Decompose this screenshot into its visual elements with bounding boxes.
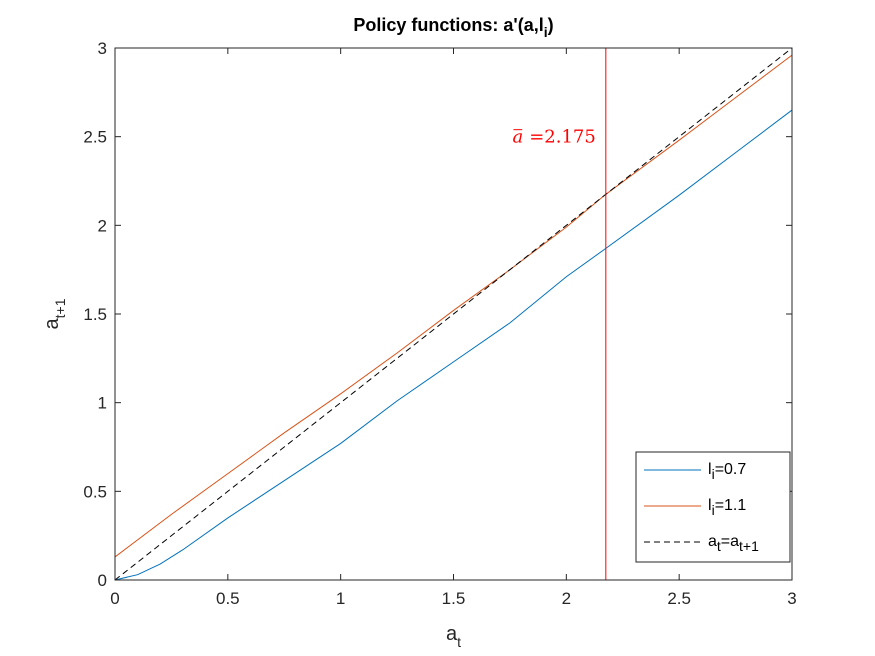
y-tick-label: 3 [98,39,107,58]
legend-label-li-0.7: li=0.7 [708,461,746,482]
legend-label-li-1.1: li=1.1 [708,497,746,518]
x-tick-label: 3 [787,589,796,608]
y-axis-label: at+1 [41,298,68,329]
y-tick-label: 1.5 [83,305,107,324]
y-tick-label: 1 [98,394,107,413]
x-tick-label: 2.5 [667,589,691,608]
chart-title: Policy functions: a'(a,li) [353,15,553,40]
x-tick-label: 0.5 [216,589,240,608]
x-axis-label: at [446,623,461,650]
series-line-0 [114,109,793,581]
x-tick-label: 0 [110,589,119,608]
x-tick-label: 2 [562,589,571,608]
x-tick-label: 1 [336,589,345,608]
y-tick-label: 0.5 [83,482,107,501]
y-tick-label: 2 [98,216,107,235]
threshold-annotation: a =2.175 [512,127,595,148]
y-tick-label: 0 [98,571,107,590]
legend: li=0.7 li=1.1 at=at+1 [635,451,791,563]
x-tick-label: 1.5 [442,589,466,608]
series-line-2 [114,47,793,581]
series-line-1 [114,54,793,558]
legend-label-45-degree: at=at+1 [708,533,759,554]
y-tick-label: 2.5 [83,128,107,147]
